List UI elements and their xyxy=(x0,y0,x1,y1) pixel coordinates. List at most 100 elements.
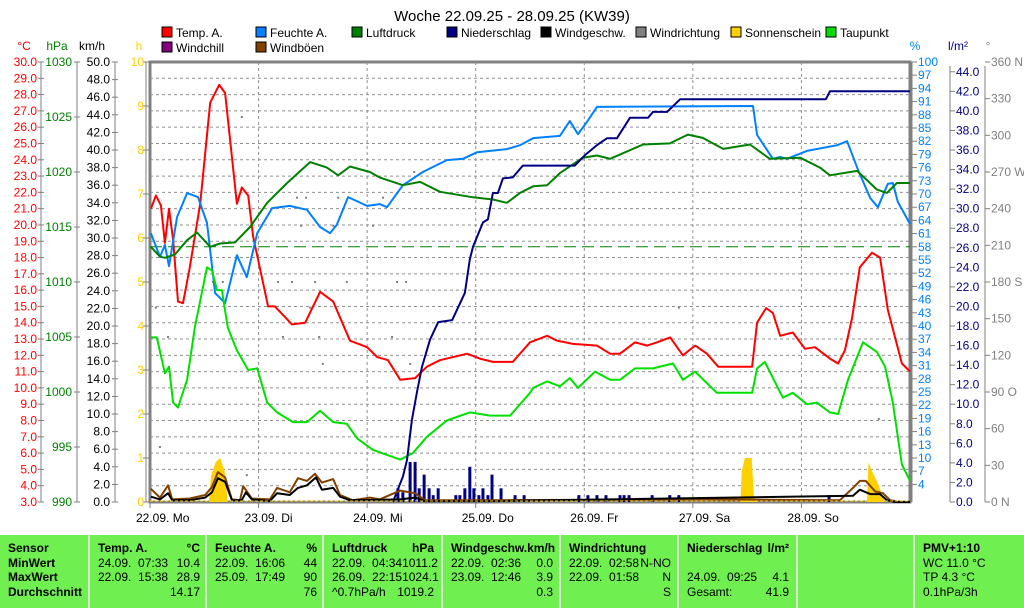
rain-tick-label: 32.0 xyxy=(956,182,980,196)
wind-tick-label: 16.0 xyxy=(87,354,111,368)
humidity-tick-label: 97 xyxy=(918,68,932,82)
legend: Temp. A. Feuchte A. Luftdruck Niederschlag W… xyxy=(161,26,889,55)
wind-tick-label: 8.0 xyxy=(93,425,110,439)
series-line-luftdruck xyxy=(150,133,910,259)
cell-value: N-NO xyxy=(640,555,671,570)
rain-tick-label: 22.0 xyxy=(956,280,980,294)
rain-hourly-bar xyxy=(458,495,462,502)
humidity-tick-label: 40 xyxy=(918,319,932,333)
temp-tick-label: 7.0 xyxy=(20,430,37,444)
table-row: 0.1hPa/3h xyxy=(923,585,1018,600)
cell-value: 0.0 xyxy=(536,555,553,570)
x-tick-label: 23.09. Di xyxy=(245,511,293,525)
humidity-tick-label: 91 xyxy=(918,95,932,109)
cell-label: Durchschnitt xyxy=(8,584,83,599)
cell-value: N xyxy=(662,570,671,584)
wind-direction-point xyxy=(277,281,280,283)
legend-label: Niederschlag xyxy=(461,26,531,40)
sun-tick-label: 4 xyxy=(137,319,144,333)
pressure-tick-label: 1005 xyxy=(45,330,72,344)
sun-tick-label: 0 xyxy=(137,495,144,509)
cell-value: hPa xyxy=(411,541,434,555)
humidity-tick-label: 46 xyxy=(918,293,932,307)
cell-label: 24.09. 09:25 xyxy=(687,570,758,584)
temp-tick-label: 21.0 xyxy=(14,202,38,216)
table-header: Niederschlag l/m² xyxy=(687,541,789,556)
temp-tick-label: 25.0 xyxy=(14,136,38,150)
humidity-tick-label: 19 xyxy=(918,411,932,425)
rain-tick-label: 38.0 xyxy=(956,123,980,137)
sun-tick-label: 7 xyxy=(137,187,144,201)
wind-direction-point xyxy=(332,224,335,227)
pressure-tick-label: 995 xyxy=(52,440,72,454)
rain-hourly-bar xyxy=(481,488,485,502)
empty-column xyxy=(796,535,913,608)
stat-column-3: Windgeschw.km/h 22.09. 02:36 0.0 23.09. 12:… xyxy=(441,535,559,608)
series-line-windgeschw xyxy=(150,476,910,503)
cell-value: 44 xyxy=(303,555,317,570)
sun-tick-label: 9 xyxy=(137,99,144,113)
stat-column-1: Feuchte A.% 22.09. 16:06 44 25.09. 17:49 90 7… xyxy=(205,535,323,608)
cell-label: MaxWert xyxy=(8,570,58,584)
cell-value: 4.1 xyxy=(772,570,789,584)
wind-tick-label: 20.0 xyxy=(87,319,111,333)
humidity-tick-label: 25 xyxy=(918,385,932,399)
humidity-tick-label: 4 xyxy=(918,477,925,491)
humidity-axis-unit: % xyxy=(910,39,921,53)
humidity-tick-label: 13 xyxy=(918,438,932,452)
legend-swatch xyxy=(446,26,458,38)
direction-tick-label: 0 N xyxy=(991,495,1010,509)
stat-column-5: Niederschlag l/m² 24.09. 09:25 4.1 Gesamt: 41… xyxy=(677,535,795,608)
wind-direction-point xyxy=(337,196,340,199)
rain-hourly-bar xyxy=(396,488,400,502)
direction-tick-label: 60 xyxy=(991,422,1005,436)
direction-tick-label: 240 xyxy=(991,202,1011,216)
cell-label: TP 4.3 °C xyxy=(923,570,975,584)
cell-value: 3.9 xyxy=(536,570,553,584)
wind-tick-label: 14.0 xyxy=(87,372,111,386)
table-row: Gesamt: 41.9 xyxy=(687,585,789,600)
sun-tick-label: 10 xyxy=(131,55,145,69)
rain-hourly-bar xyxy=(468,466,472,502)
wind-tick-label: 32.0 xyxy=(87,213,111,227)
wind-direction-point xyxy=(877,417,880,420)
table-row: 24.09. 09:25 4.1 xyxy=(687,570,789,585)
table-row: ^0.7hPa/h 1019.2 xyxy=(332,585,434,600)
sun-tick-label: 1 xyxy=(137,451,144,465)
rain-tick-label: 2.0 xyxy=(956,475,973,489)
cell-value: % xyxy=(306,541,317,555)
rain-hourly-bar xyxy=(522,495,526,502)
rain-hourly-bar xyxy=(436,488,440,502)
legend-label: Sonnenschein xyxy=(745,26,821,40)
legend-label: Windgeschw. xyxy=(555,26,626,40)
wind-tick-label: 18.0 xyxy=(87,337,111,351)
table-header: Temp. A. °C xyxy=(98,541,200,556)
wind-tick-label: 40.0 xyxy=(87,143,111,157)
cell-value: l/m² xyxy=(767,541,789,555)
legend-swatch xyxy=(540,26,552,38)
pressure-tick-label: 1030 xyxy=(45,55,72,69)
cell-label: Sensor xyxy=(8,541,49,555)
temp-tick-label: 6.0 xyxy=(20,446,37,460)
chart-marks xyxy=(149,83,911,503)
x-tick-label: 22.09. Mo xyxy=(136,511,190,525)
table-header: Sensor xyxy=(8,541,82,556)
pressure-tick-label: 1000 xyxy=(45,385,72,399)
rain-tick-label: 40.0 xyxy=(956,104,980,118)
sun-tick-label: 2 xyxy=(137,407,144,421)
humidity-tick-label: 85 xyxy=(918,121,932,135)
temp-tick-label: 8.0 xyxy=(20,414,37,428)
rain-tick-label: 26.0 xyxy=(956,241,980,255)
direction-tick-label: 150 xyxy=(991,312,1011,326)
temp-axis-unit: °C xyxy=(17,39,31,53)
wind-tick-label: 22.0 xyxy=(87,301,111,315)
humidity-tick-label: 34 xyxy=(918,345,932,359)
wind-tick-label: 0.0 xyxy=(93,495,110,509)
legend-swatch xyxy=(635,26,647,38)
rain-hourly-bar xyxy=(827,495,831,502)
humidity-tick-label: 61 xyxy=(918,227,932,241)
wind-direction-point xyxy=(409,362,412,365)
temp-tick-label: 10.0 xyxy=(14,381,38,395)
wind-direction-point xyxy=(300,224,303,227)
rain-tick-label: 36.0 xyxy=(956,143,980,157)
